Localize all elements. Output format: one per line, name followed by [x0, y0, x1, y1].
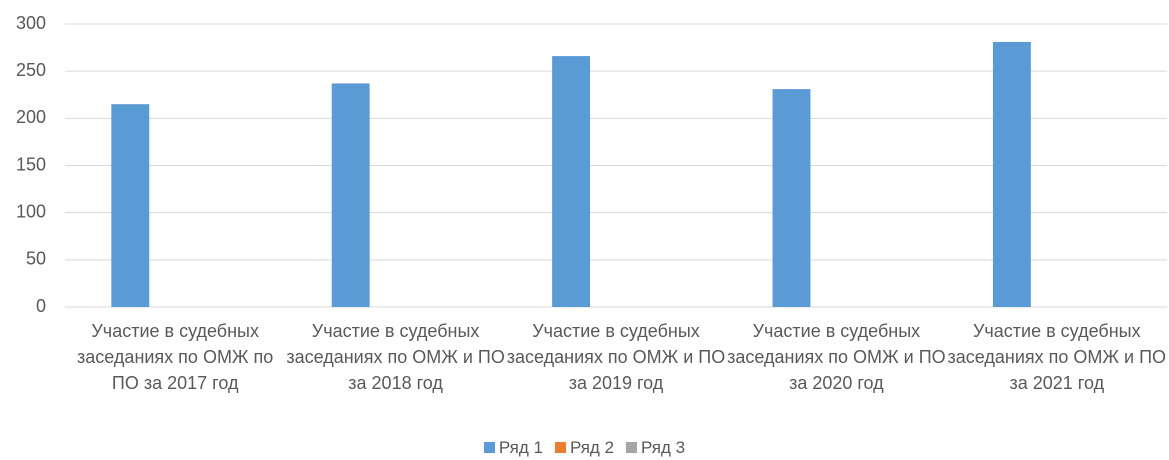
y-tick-label: 200	[16, 107, 46, 127]
y-tick-label: 250	[16, 60, 46, 80]
y-tick-label: 150	[16, 154, 46, 174]
legend-item: Ряд 3	[626, 438, 685, 458]
legend-label: Ряд 1	[498, 438, 543, 457]
bar	[331, 83, 370, 308]
x-tick-label: Участие в судебных заседаниях по ОМЖ по …	[77, 321, 274, 393]
x-tick-label: Участие в судебных заседаниях по ОМЖ и П…	[506, 321, 726, 393]
x-tick-label: Участие в судебных заседаниях по ОМЖ и П…	[947, 321, 1167, 393]
bar	[111, 104, 150, 307]
bar	[772, 89, 811, 307]
y-tick-label: 50	[26, 249, 46, 269]
bar	[552, 56, 591, 307]
legend: Ряд 1 Ряд 2 Ряд 3	[0, 438, 1169, 458]
legend-swatch	[626, 442, 638, 453]
y-tick-label: 0	[36, 296, 46, 316]
x-tick-label: Участие в судебных заседаниях по ОМЖ и П…	[286, 321, 505, 393]
bar	[992, 41, 1031, 307]
y-tick-label: 300	[16, 13, 46, 33]
legend-swatch	[554, 442, 566, 453]
y-tick-label: 100	[16, 201, 46, 221]
legend-label: Ряд 2	[569, 438, 615, 457]
x-tick-label: Участие в судебных заседаниях по ОМЖ и П…	[727, 321, 946, 393]
legend-label: Ряд 3	[641, 438, 686, 457]
legend-item: Ряд 2	[554, 438, 615, 458]
legend-swatch	[483, 442, 495, 453]
legend-item: Ряд 1	[483, 438, 543, 458]
